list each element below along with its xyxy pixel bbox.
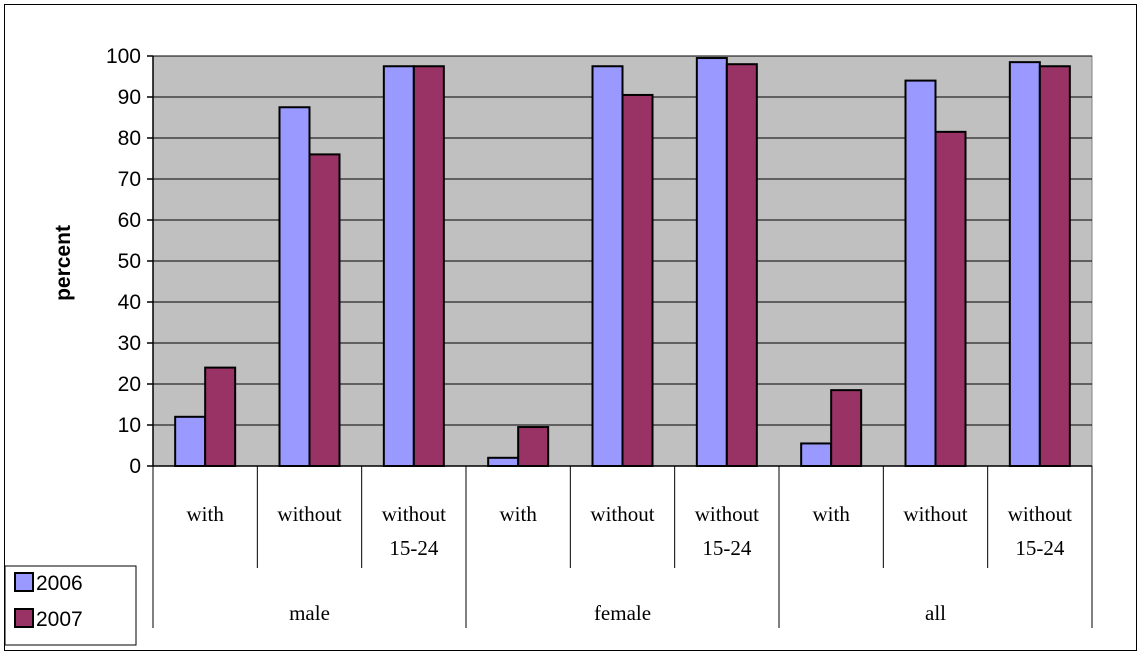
bar-2007-5 bbox=[725, 63, 758, 467]
legend-swatch-2007 bbox=[14, 608, 34, 628]
bar-2006-1 bbox=[278, 106, 311, 467]
bar-2006-2 bbox=[382, 65, 415, 467]
bar-2006-4 bbox=[591, 65, 624, 467]
legend-label-2007: 2007 bbox=[36, 608, 83, 631]
bar-2007-7 bbox=[934, 130, 967, 467]
category-label: with bbox=[186, 502, 224, 526]
group-label-female: female bbox=[594, 601, 651, 625]
bar-2006-5 bbox=[695, 57, 728, 468]
y-tick-label: 0 bbox=[129, 455, 141, 478]
bar-2007-1 bbox=[308, 153, 341, 467]
bar-2007-8 bbox=[1038, 65, 1071, 467]
y-tick-label: 70 bbox=[118, 168, 141, 191]
y-tick-label: 60 bbox=[118, 209, 141, 232]
category-label: without bbox=[903, 502, 967, 526]
bar-2007-0 bbox=[204, 366, 237, 468]
legend-label-2006: 2006 bbox=[36, 572, 83, 595]
legend: 2006 2007 bbox=[4, 565, 137, 646]
y-tick-label: 80 bbox=[118, 127, 141, 150]
bar-2007-2 bbox=[412, 65, 445, 467]
category-label: without bbox=[695, 502, 759, 526]
y-tick-label: 30 bbox=[118, 332, 141, 355]
bar-2007-4 bbox=[621, 93, 654, 467]
group-label-male: male bbox=[289, 601, 330, 625]
category-label: 15-24 bbox=[702, 536, 751, 560]
bar-2007-3 bbox=[517, 426, 550, 467]
bar-2006-6 bbox=[800, 442, 833, 468]
y-tick-label: 20 bbox=[118, 373, 141, 396]
legend-swatch-2006 bbox=[14, 572, 34, 592]
y-tick-label: 100 bbox=[106, 45, 141, 68]
y-tick-label: 40 bbox=[118, 291, 141, 314]
category-label: with bbox=[812, 502, 850, 526]
bar-2006-3 bbox=[487, 456, 520, 467]
y-axis-label: percent bbox=[52, 225, 75, 301]
bar-2006-7 bbox=[904, 79, 937, 467]
bar-2007-6 bbox=[830, 389, 863, 467]
category-label: without bbox=[277, 502, 341, 526]
category-label: without bbox=[1008, 502, 1072, 526]
y-tick-label: 90 bbox=[118, 86, 141, 109]
group-label-all: all bbox=[925, 601, 946, 625]
bar-2006-8 bbox=[1008, 61, 1041, 468]
category-label: 15-24 bbox=[1015, 536, 1064, 560]
bar-2006-0 bbox=[174, 415, 207, 467]
category-label: with bbox=[499, 502, 537, 526]
category-label: without bbox=[382, 502, 446, 526]
category-label: 15-24 bbox=[389, 536, 438, 560]
y-tick-label: 50 bbox=[118, 250, 141, 273]
y-tick-label: 10 bbox=[118, 414, 141, 437]
category-label: without bbox=[590, 502, 654, 526]
